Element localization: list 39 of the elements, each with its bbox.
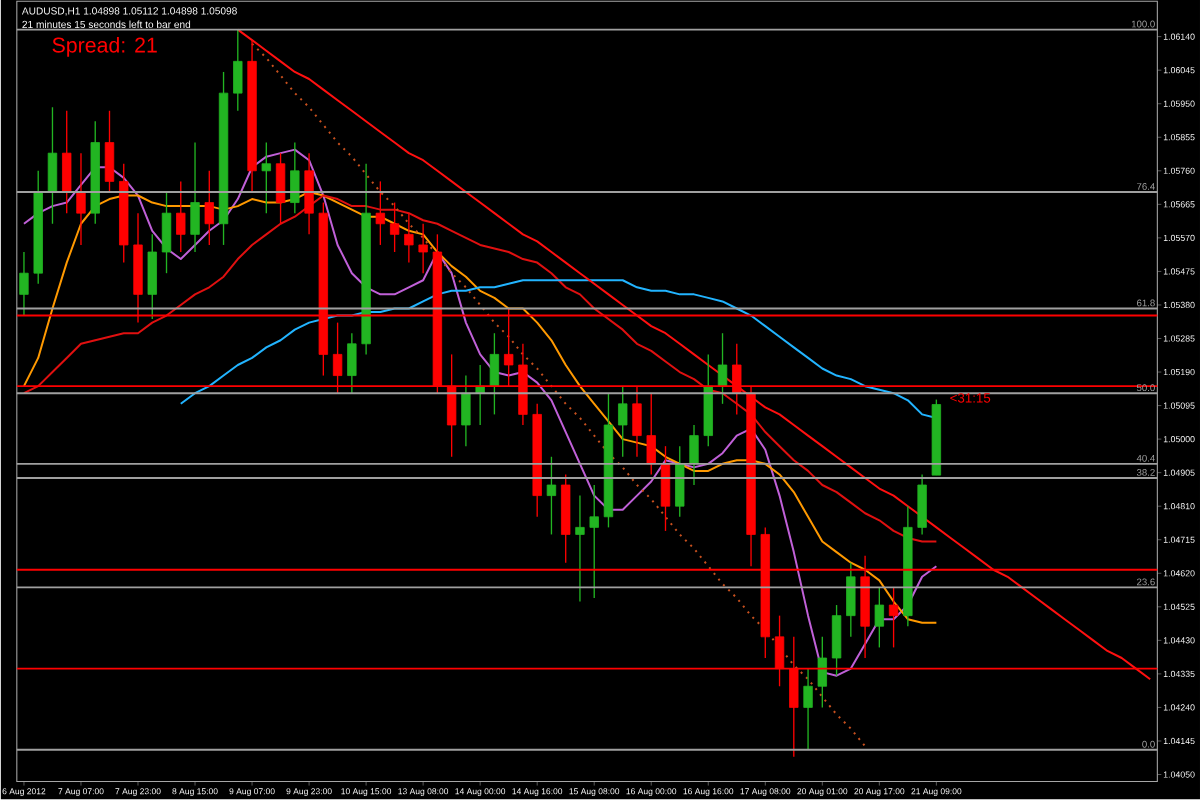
candlestick	[389, 202, 400, 253]
candlestick	[846, 562, 856, 638]
candlestick	[461, 375, 471, 448]
candlestick	[375, 181, 386, 246]
candlestick	[304, 152, 314, 236]
candlestick	[233, 29, 243, 112]
candlestick	[618, 385, 628, 458]
candlestick	[47, 106, 58, 225]
candlestick	[161, 191, 172, 275]
candlestick	[190, 142, 200, 253]
candlestick	[261, 142, 271, 215]
candlestick	[675, 445, 685, 518]
candlestick	[76, 152, 86, 246]
candlestick	[204, 170, 214, 246]
candlestick	[19, 251, 29, 317]
candlestick	[717, 332, 728, 405]
candlestick	[575, 495, 585, 603]
candlestick	[546, 456, 557, 536]
candlestick	[104, 110, 115, 193]
candlestick	[874, 587, 885, 649]
candlestick	[176, 181, 186, 253]
candlestick	[831, 604, 842, 677]
line-series	[251, 42, 867, 748]
candlestick	[817, 636, 827, 709]
candlestick	[404, 212, 414, 264]
candlestick	[689, 424, 699, 486]
candlestick	[589, 484, 599, 599]
candlestick	[275, 152, 286, 225]
candlestick	[917, 474, 927, 536]
candlestick	[147, 233, 157, 321]
candlestick	[290, 142, 300, 215]
candlestick	[62, 110, 72, 215]
candlestick	[347, 332, 357, 395]
candlestick	[803, 668, 813, 751]
annotation: Spread: 21	[52, 37, 157, 58]
candlestick	[646, 392, 656, 476]
candlestick	[418, 223, 428, 275]
candlestick	[489, 332, 500, 416]
candlestick	[888, 587, 899, 649]
